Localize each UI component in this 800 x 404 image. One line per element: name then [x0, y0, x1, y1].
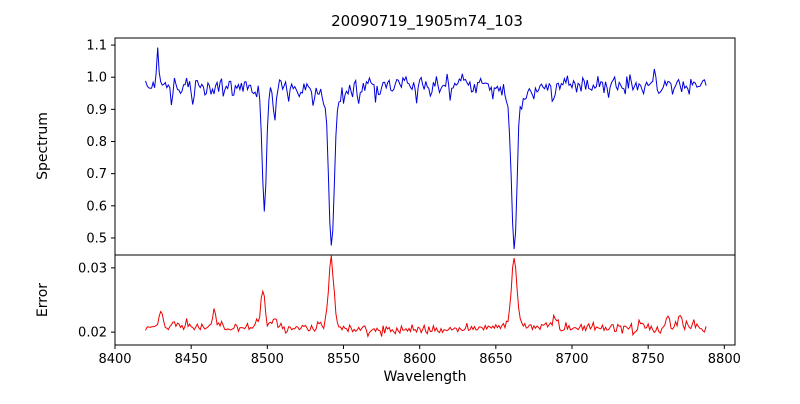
y-axis-label-error: Error [35, 283, 51, 317]
x-tick-label: 8550 [327, 352, 360, 367]
y-tick-label: 0.02 [78, 326, 107, 341]
y-tick-label: 1.0 [86, 71, 107, 86]
x-tick-label: 8500 [251, 352, 284, 367]
x-tick-label: 8600 [403, 352, 436, 367]
x-tick-label: 8450 [175, 352, 208, 367]
spectrum-line [145, 47, 707, 250]
y-tick-label: 0.5 [86, 231, 107, 246]
x-tick-label: 8750 [632, 352, 665, 367]
y-tick-label: 1.1 [86, 39, 107, 54]
x-tick-label: 8800 [708, 352, 741, 367]
x-tick-label: 8700 [555, 352, 588, 367]
y-axis-label-spectrum: Spectrum [35, 112, 51, 180]
x-tick-label: 8400 [98, 352, 131, 367]
y-tick-label: 0.6 [86, 199, 107, 214]
x-axis-label: Wavelength [383, 369, 466, 385]
error-panel-border [114, 254, 736, 346]
chart-layer: 8400 8450 8500 8550 8600 8650 8700 8750 8800 0.5 0… [78, 37, 741, 367]
error-line [145, 255, 707, 338]
x-tick-label: 8650 [479, 352, 512, 367]
y-tick-label: 0.8 [86, 135, 107, 150]
y-tick-label: 0.9 [86, 103, 107, 118]
y-tick-label: 0.03 [78, 261, 107, 276]
plot-title: 20090719_1905m74_103 [331, 12, 523, 31]
y-tick-label: 0.7 [86, 167, 107, 182]
